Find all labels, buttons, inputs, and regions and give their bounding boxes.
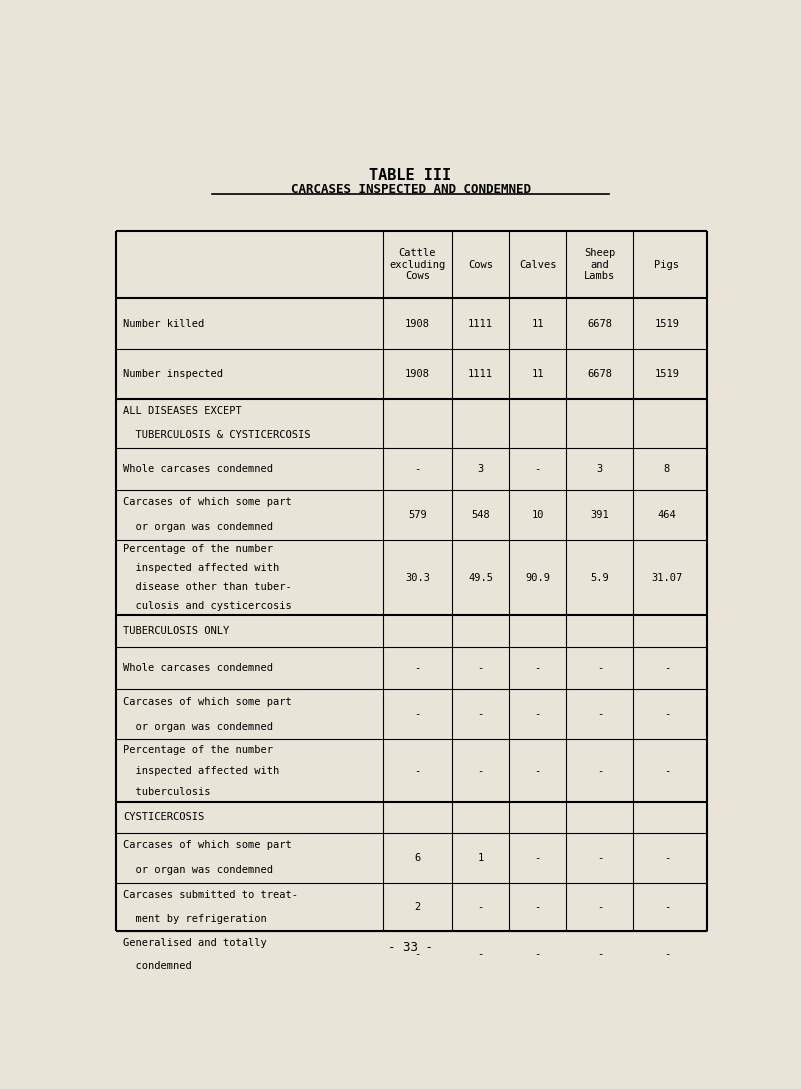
Text: 6678: 6678 bbox=[587, 369, 612, 379]
Text: 548: 548 bbox=[471, 510, 490, 519]
Text: -: - bbox=[414, 464, 421, 474]
Text: -: - bbox=[597, 663, 603, 673]
Text: Carcases of which some part: Carcases of which some part bbox=[123, 498, 292, 507]
Text: -: - bbox=[534, 709, 541, 720]
Text: -: - bbox=[664, 902, 670, 913]
Text: -: - bbox=[664, 853, 670, 862]
Text: Cows: Cows bbox=[468, 260, 493, 270]
Text: -: - bbox=[664, 709, 670, 720]
Text: 1908: 1908 bbox=[405, 369, 430, 379]
Text: -: - bbox=[414, 950, 421, 959]
Text: -: - bbox=[414, 663, 421, 673]
Text: 1519: 1519 bbox=[654, 319, 679, 329]
Text: 391: 391 bbox=[590, 510, 610, 519]
Text: Pigs: Pigs bbox=[654, 260, 679, 270]
Text: 1: 1 bbox=[477, 853, 484, 862]
Text: Percentage of the number: Percentage of the number bbox=[123, 745, 273, 755]
Text: -: - bbox=[477, 766, 484, 775]
Text: ALL DISEASES EXCEPT: ALL DISEASES EXCEPT bbox=[123, 406, 242, 416]
Text: -: - bbox=[534, 902, 541, 913]
Text: -: - bbox=[597, 709, 603, 720]
Text: Calves: Calves bbox=[519, 260, 557, 270]
Text: -: - bbox=[534, 464, 541, 474]
Text: -: - bbox=[597, 853, 603, 862]
Text: Sheep
and
Lambs: Sheep and Lambs bbox=[584, 248, 615, 281]
Text: culosis and cysticercosis: culosis and cysticercosis bbox=[123, 601, 292, 611]
Text: Carcases of which some part: Carcases of which some part bbox=[123, 840, 292, 851]
Text: -: - bbox=[534, 663, 541, 673]
Text: disease other than tuber-: disease other than tuber- bbox=[123, 582, 292, 592]
Text: Whole carcases condemned: Whole carcases condemned bbox=[123, 663, 273, 673]
Text: -: - bbox=[597, 766, 603, 775]
Text: or organ was condemned: or organ was condemned bbox=[123, 866, 273, 876]
Text: inspected affected with: inspected affected with bbox=[123, 563, 280, 573]
Text: tuberculosis: tuberculosis bbox=[123, 787, 211, 797]
Text: -: - bbox=[414, 709, 421, 720]
Text: Number inspected: Number inspected bbox=[123, 369, 223, 379]
Text: TUBERCULOSIS ONLY: TUBERCULOSIS ONLY bbox=[123, 626, 229, 636]
Text: or organ was condemned: or organ was condemned bbox=[123, 523, 273, 533]
Text: -: - bbox=[414, 766, 421, 775]
Text: 2: 2 bbox=[414, 902, 421, 913]
Text: -: - bbox=[597, 902, 603, 913]
Text: or organ was condemned: or organ was condemned bbox=[123, 722, 273, 732]
Text: CYSTICERCOSIS: CYSTICERCOSIS bbox=[123, 812, 204, 822]
Text: 579: 579 bbox=[408, 510, 427, 519]
Text: condemned: condemned bbox=[123, 962, 192, 971]
Text: Whole carcases condemned: Whole carcases condemned bbox=[123, 464, 273, 474]
Text: 8: 8 bbox=[664, 464, 670, 474]
Text: Generalised and totally: Generalised and totally bbox=[123, 938, 267, 949]
Text: TUBERCULOSIS & CYSTICERCOSIS: TUBERCULOSIS & CYSTICERCOSIS bbox=[123, 430, 311, 440]
Text: Cattle
excluding
Cows: Cattle excluding Cows bbox=[389, 248, 445, 281]
Text: -: - bbox=[664, 766, 670, 775]
Text: -: - bbox=[534, 853, 541, 862]
Text: -: - bbox=[534, 766, 541, 775]
Text: -: - bbox=[534, 950, 541, 959]
Text: 1111: 1111 bbox=[468, 369, 493, 379]
Text: 11: 11 bbox=[532, 369, 544, 379]
Text: 1908: 1908 bbox=[405, 319, 430, 329]
Text: 6: 6 bbox=[414, 853, 421, 862]
Text: CARCASES INSPECTED AND CONDEMNED: CARCASES INSPECTED AND CONDEMNED bbox=[291, 183, 530, 196]
Text: Percentage of the number: Percentage of the number bbox=[123, 544, 273, 554]
Text: -: - bbox=[597, 950, 603, 959]
Text: -: - bbox=[477, 902, 484, 913]
Text: ment by refrigeration: ment by refrigeration bbox=[123, 915, 267, 925]
Text: 3: 3 bbox=[597, 464, 603, 474]
Text: 90.9: 90.9 bbox=[525, 573, 550, 583]
Text: -: - bbox=[664, 950, 670, 959]
Text: TABLE III: TABLE III bbox=[369, 169, 452, 183]
Text: Number killed: Number killed bbox=[123, 319, 204, 329]
Text: inspected affected with: inspected affected with bbox=[123, 766, 280, 775]
Text: 6678: 6678 bbox=[587, 319, 612, 329]
Text: -: - bbox=[477, 709, 484, 720]
Text: 1519: 1519 bbox=[654, 369, 679, 379]
Text: 31.07: 31.07 bbox=[651, 573, 682, 583]
Text: 10: 10 bbox=[532, 510, 544, 519]
Text: 49.5: 49.5 bbox=[468, 573, 493, 583]
Text: Carcases of which some part: Carcases of which some part bbox=[123, 697, 292, 707]
Text: 11: 11 bbox=[532, 319, 544, 329]
Text: -: - bbox=[664, 663, 670, 673]
Text: 5.9: 5.9 bbox=[590, 573, 610, 583]
Text: - 33 -: - 33 - bbox=[388, 941, 433, 954]
Text: 1111: 1111 bbox=[468, 319, 493, 329]
Text: Carcases submitted to treat-: Carcases submitted to treat- bbox=[123, 890, 298, 900]
Text: -: - bbox=[477, 950, 484, 959]
Text: 464: 464 bbox=[658, 510, 676, 519]
Text: -: - bbox=[477, 663, 484, 673]
Text: 3: 3 bbox=[477, 464, 484, 474]
Text: 30.3: 30.3 bbox=[405, 573, 430, 583]
